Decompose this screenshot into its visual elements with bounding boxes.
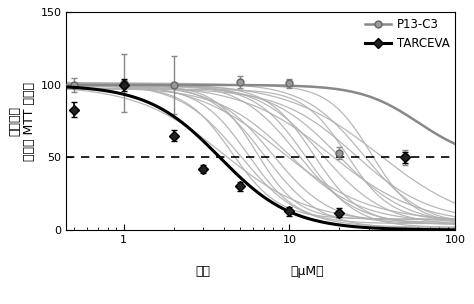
Text: 浓度: 浓度: [195, 265, 210, 278]
Text: （μM）: （μM）: [291, 265, 324, 278]
Y-axis label: 细胞活性
（基于 MTT 实验）: 细胞活性 （基于 MTT 实验）: [9, 82, 36, 161]
Legend: P13-C3, TARCEVA: P13-C3, TARCEVA: [362, 16, 452, 53]
